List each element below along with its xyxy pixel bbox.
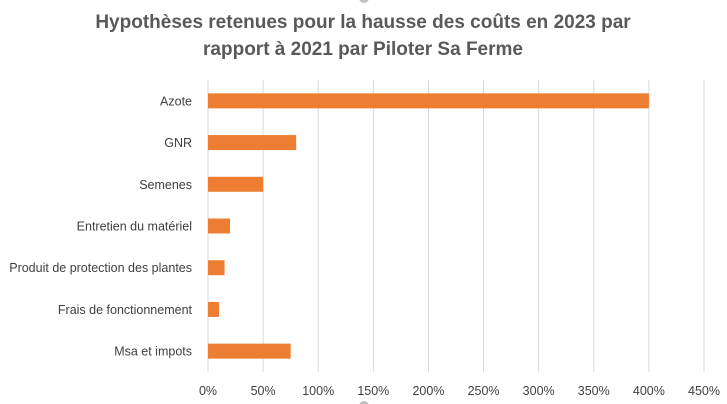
bar (208, 343, 291, 359)
x-tick-label: 400% (633, 384, 665, 398)
category-label: Produit de protection des plantes (9, 261, 192, 275)
bar (208, 301, 220, 317)
x-tick-label: 150% (357, 384, 389, 398)
x-tick-label: 450% (688, 384, 720, 398)
category-label: Entretien du matériel (77, 220, 192, 234)
category-label: Azote (160, 94, 192, 108)
resize-handle-top (359, 0, 369, 3)
category-label: Msa et impots (114, 345, 192, 359)
value-axis-labels: 0% 50% 100% 150% 200% 250% 300% 350% 400% 450% (199, 384, 720, 398)
chart-title-line-2: rapport à 2021 par Piloter Sa Ferme (203, 39, 523, 60)
category-label: GNR (164, 136, 192, 150)
x-tick-label: 300% (523, 384, 555, 398)
x-tick-label: 50% (251, 384, 276, 398)
x-tick-label: 350% (578, 384, 610, 398)
gridlines (207, 80, 705, 372)
x-tick-label: 0% (199, 384, 217, 398)
bars (208, 93, 649, 359)
x-tick-label: 200% (412, 384, 444, 398)
category-axis-labels: Azote GNR Semenes Entretien du matériel Prod… (9, 94, 192, 358)
category-label: Semenes (139, 178, 192, 192)
bar (208, 218, 231, 234)
x-tick-label: 250% (468, 384, 500, 398)
bar (208, 93, 649, 109)
bar (208, 135, 297, 151)
resize-handle-bottom (359, 401, 369, 404)
x-tick-label: 100% (302, 384, 334, 398)
bar (208, 176, 264, 192)
bar (208, 260, 225, 276)
category-label: Frais de fonctionnement (58, 303, 193, 317)
chart-title: Hypothèses retenues pour la hausse des c… (95, 12, 631, 60)
chart-title-line-1: Hypothèses retenues pour la hausse des c… (95, 12, 631, 33)
